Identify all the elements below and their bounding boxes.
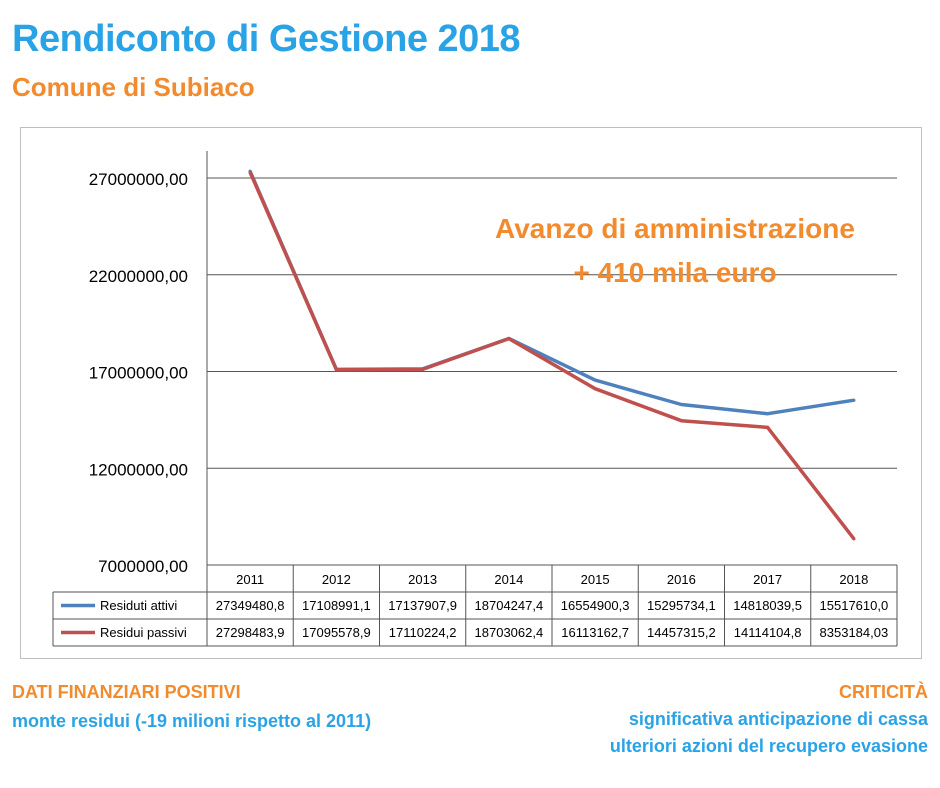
legend-label: Residuti attivi [100,598,177,613]
x-tick-label: 2014 [494,572,523,587]
data-point [248,170,252,174]
data-point [852,537,856,541]
data-label: 14114104,8 [734,625,802,640]
x-tick-label: 2013 [408,572,437,587]
x-tick-label: 2018 [839,572,868,587]
callout-line-2: + 410 mila euro [573,257,777,288]
line-chart: 7000000,00 12000000,00 17000000,00 22000000… [52,151,898,647]
y-tick-label: 22000000,00 [89,267,188,286]
data-label: 8353184,03 [820,625,889,640]
data-label: 17110224,2 [389,625,457,640]
data-point [593,387,597,391]
criticality-heading: CRITICITÀ [839,682,928,702]
y-tick-label: 12000000,00 [89,460,188,479]
data-label: 14457315,2 [647,625,716,640]
series-line [248,171,856,540]
criticality-notes: CRITICITÀ significativa anticipazione di… [610,682,928,757]
data-label: 15517610,0 [820,598,889,613]
x-tick-label: 2017 [753,572,782,587]
page-title: Rendiconto di Gestione 2018 [12,18,521,60]
data-point [421,367,425,371]
chart-frame: 7000000,00 12000000,00 17000000,00 22000000… [20,127,922,659]
callout-line-1: Avanzo di amministrazione [495,213,855,244]
data-point [766,412,770,416]
data-label: 14818039,5 [733,598,802,613]
data-label: 17108991,1 [302,598,371,613]
data-point [852,398,856,402]
data-point [334,368,338,372]
data-point [507,336,511,341]
x-tick-label: 2015 [581,572,610,587]
data-point [679,419,683,423]
legend-label: Residui passivi [100,625,187,640]
data-label: 16554900,3 [561,598,630,613]
data-point [766,425,770,429]
data-label: 27349480,8 [216,598,285,613]
y-tick-label: 7000000,00 [98,557,188,576]
page-subtitle: Comune di Subiaco [12,72,255,102]
data-label: 17137907,9 [388,598,457,613]
y-tick-label: 17000000,00 [89,364,188,383]
data-label: 17095578,9 [302,625,371,640]
callout: Avanzo di amministrazione + 410 mila eur… [440,207,910,295]
data-point [679,402,683,407]
positive-heading: DATI FINANZIARI POSITIVI [12,682,241,702]
x-tick-label: 2012 [322,572,351,587]
data-label: 16113162,7 [561,625,629,640]
data-label: 15295734,1 [647,598,716,613]
criticality-line-2: ulteriori azioni del recupero evasione [609,736,928,756]
data-point [593,378,597,382]
data-label: 18704247,4 [475,598,544,613]
y-tick-label: 27000000,00 [89,170,188,189]
data-label: 27298483,9 [216,625,285,640]
positive-notes: DATI FINANZIARI POSITIVI monte residui (… [12,682,371,732]
x-tick-label: 2011 [236,572,264,587]
data-label: 18703062,4 [475,625,544,640]
criticality-line-1: significativa anticipazione di cassa [628,709,928,729]
x-tick-label: 2016 [667,572,696,587]
positive-text: monte residui (-19 milioni rispetto al 2… [12,711,372,731]
